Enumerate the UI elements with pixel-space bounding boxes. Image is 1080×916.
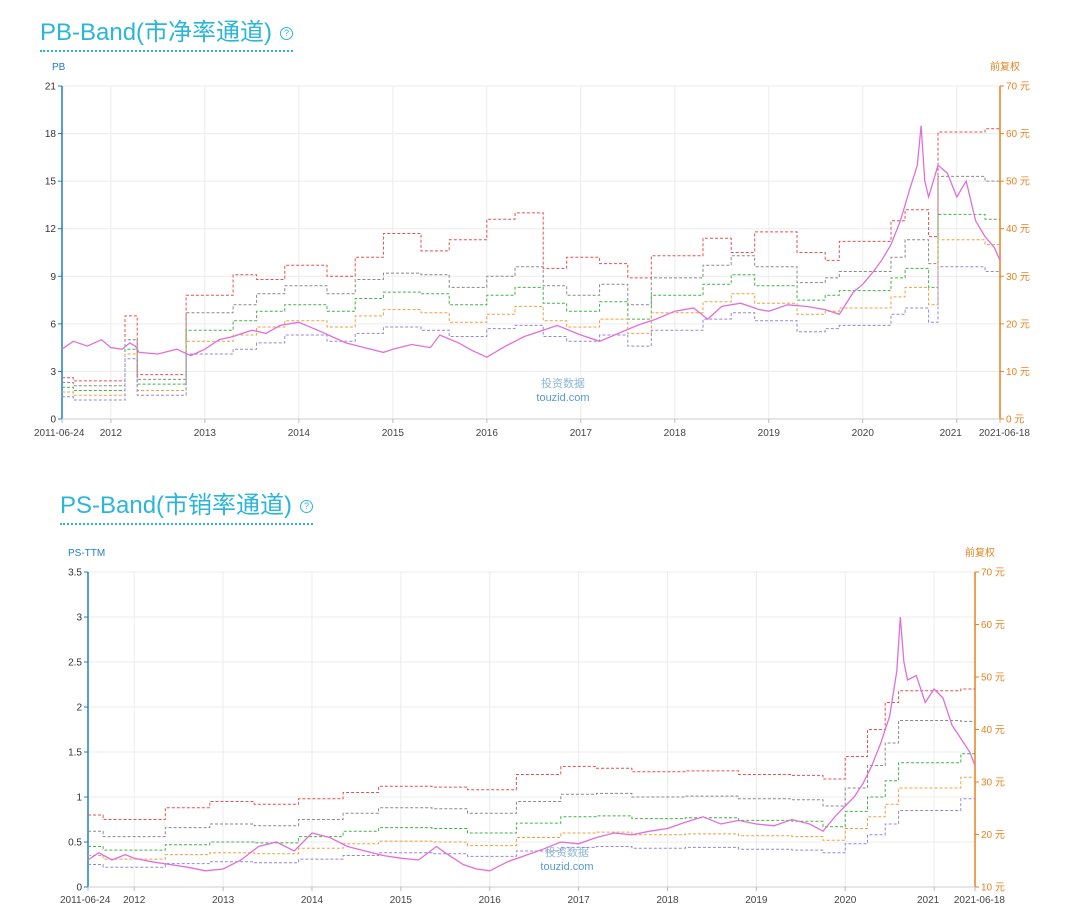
y2-axis-title: 前复权: [965, 546, 995, 559]
question-circle-icon[interactable]: ?: [300, 500, 314, 514]
y2-tick-label: 30 元: [1006, 272, 1030, 283]
band-line-3: [88, 753, 975, 851]
band-line-5: [88, 688, 975, 820]
y2-tick-label: 40 元: [981, 725, 1005, 736]
y2-tick-label: 50 元: [1006, 177, 1030, 188]
price-line: [61, 125, 1001, 358]
y-tick-label: 9: [50, 272, 56, 283]
ps-band-title: PS-Band(市销率通道)?: [60, 485, 314, 525]
y-tick-label: 3: [50, 367, 56, 378]
x-tick-label: 2013: [194, 428, 217, 439]
y2-tick-label: 60 元: [981, 620, 1005, 631]
y2-tick-label: 10 元: [981, 883, 1005, 894]
y2-tick-label: 20 元: [981, 830, 1005, 841]
y-tick-label: 3.5: [68, 568, 82, 579]
band-line-4: [88, 720, 975, 838]
y2-tick-label: 50 元: [981, 673, 1005, 684]
question-circle-icon[interactable]: ?: [280, 27, 294, 41]
x-tick-label: 2017: [567, 895, 590, 906]
pb-band-chart: 0 3 6 9 12 15 18 21 0 元 10 元 20 元 30 元 40 元 50 元 60 元 7…: [34, 60, 1031, 439]
x-tick-label: 2021-06-18: [979, 428, 1031, 439]
y-tick-label: 1.5: [68, 748, 82, 759]
x-tick-label: 2021: [940, 428, 963, 439]
x-tick-label: 2020: [834, 895, 857, 906]
x-tick-label: 2011-06-24: [60, 895, 111, 906]
y-tick-label: 0.5: [68, 838, 82, 849]
band-line-3: [62, 213, 1000, 391]
x-tick-label: 2018: [664, 428, 687, 439]
y2-tick-label: 10 元: [1006, 367, 1030, 378]
x-tick-label: 2017: [570, 428, 593, 439]
band-line-4: [62, 175, 1000, 387]
watermark-line2: touzid.com: [540, 861, 593, 873]
x-tick-label: 2019: [758, 428, 781, 439]
x-tick-label: 2018: [656, 895, 679, 906]
pb-band-title-text: PB-Band(市净率通道): [40, 19, 273, 46]
y-tick-label: 0: [50, 415, 56, 426]
y-tick-label: 2: [76, 703, 82, 714]
x-tick-label: 2014: [301, 895, 324, 906]
x-tick-label: 2016: [476, 428, 499, 439]
y-axis-title: PS-TTM: [68, 548, 105, 559]
y2-tick-label: 70 元: [1006, 82, 1030, 93]
pb-band-title: PB-Band(市净率通道)?: [40, 12, 294, 52]
x-tick-label: 2012: [123, 895, 146, 906]
y-tick-label: 3: [76, 613, 82, 624]
y2-tick-label: 0 元: [1006, 415, 1024, 426]
x-tick-label: 2021: [917, 895, 940, 906]
x-tick-label: 2016: [479, 895, 502, 906]
watermark-line1: 投资数据: [545, 845, 589, 859]
y2-axis-title: 前复权: [990, 60, 1020, 73]
y2-tick-label: 40 元: [1006, 224, 1030, 235]
band-line-2: [88, 776, 975, 860]
x-tick-label: 2020: [852, 428, 875, 439]
watermark-line1: 投资数据: [541, 376, 585, 390]
x-tick-label: 2021-06-18: [954, 895, 1006, 906]
y2-tick-label: 60 元: [1006, 129, 1030, 140]
y-tick-label: 0: [76, 883, 82, 894]
y-tick-label: 12: [45, 224, 57, 235]
x-tick-label: 2012: [100, 428, 123, 439]
band-line-5: [62, 128, 1000, 382]
y-tick-label: 21: [45, 82, 57, 93]
ps-band-title-text: PS-Band(市销率通道): [60, 492, 293, 519]
x-tick-label: 2014: [288, 428, 311, 439]
y-tick-label: 15: [45, 177, 57, 188]
band-line-1: [88, 798, 975, 868]
y-axis-title: PB: [52, 62, 66, 73]
y-tick-label: 6: [50, 319, 56, 330]
y2-tick-label: 20 元: [1006, 319, 1030, 330]
y-tick-label: 18: [45, 129, 57, 140]
y-tick-label: 1: [76, 793, 82, 804]
x-tick-label: 2013: [212, 895, 235, 906]
x-tick-label: 2015: [382, 428, 405, 439]
y2-tick-label: 30 元: [981, 778, 1005, 789]
y2-tick-label: 70 元: [981, 568, 1005, 579]
x-tick-label: 2015: [390, 895, 413, 906]
x-tick-label: 2019: [745, 895, 768, 906]
band-line-1: [62, 266, 1000, 401]
x-tick-label: 2011-06-24: [34, 428, 85, 439]
price-line: [87, 616, 976, 872]
watermark-line2: touzid.com: [536, 392, 589, 404]
y-tick-label: 2.5: [68, 658, 82, 669]
